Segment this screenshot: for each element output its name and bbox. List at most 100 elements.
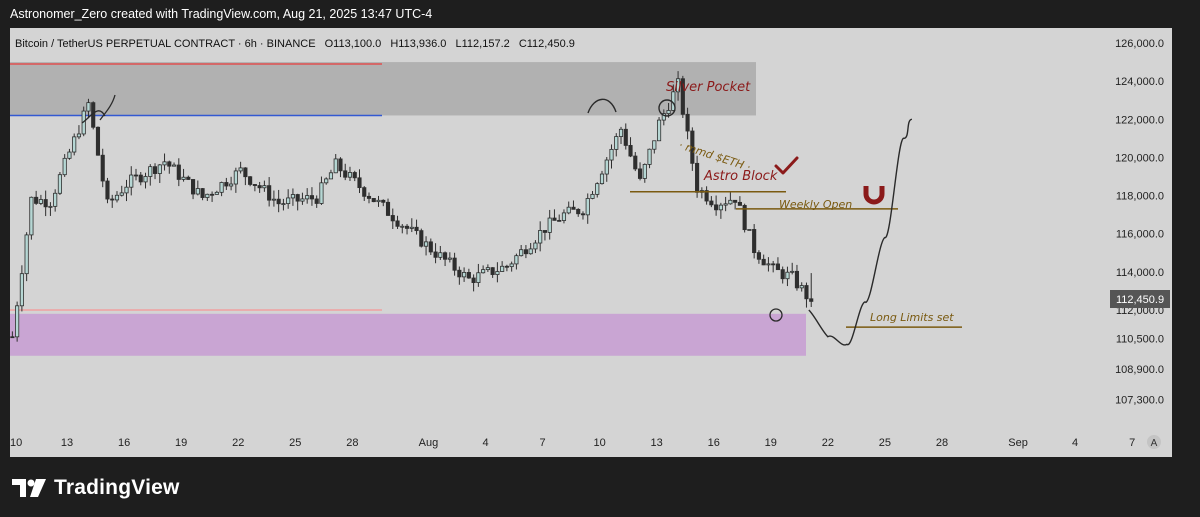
candle-body — [737, 201, 742, 206]
attribution-text: Astronomer_Zero created with TradingView… — [10, 7, 433, 21]
time-tick-label: 10 — [10, 437, 22, 449]
candle-body — [447, 257, 452, 260]
candle-body — [509, 263, 514, 268]
candle-body — [457, 269, 462, 278]
candle-body — [756, 252, 761, 260]
candle-body — [119, 192, 124, 196]
projection-path — [808, 118, 913, 346]
candle-body — [614, 136, 619, 150]
top-scribble — [81, 94, 116, 124]
candle-body — [205, 193, 210, 198]
candle-body — [523, 249, 528, 255]
candle-body — [276, 198, 281, 205]
candle-body — [599, 173, 605, 185]
price-axis[interactable]: 126,000.0 124,000.0 122,000.0 120,000.0 118,… — [1115, 38, 1164, 407]
candle-body — [385, 201, 391, 216]
candle-body — [695, 162, 700, 193]
time-axis[interactable]: 10 13 16 19 22 25 28 Aug 4 7 10 13 16 19 22 25 28 Sep 4 7 — [10, 437, 1135, 449]
candle-body — [633, 155, 638, 170]
time-tick-label: 28 — [936, 437, 948, 449]
candle-body — [618, 128, 624, 137]
candle-body — [519, 249, 524, 257]
tradingview-logo[interactable]: TradingView — [12, 476, 180, 500]
candle-body — [704, 190, 709, 202]
chart-frame[interactable]: Silver Pocket · mmd $ETH · Astro Block W… — [10, 28, 1172, 457]
candle-body — [552, 217, 557, 221]
candle-body — [114, 194, 120, 201]
candle-body — [171, 164, 177, 167]
candle-body — [314, 198, 319, 204]
candle-body — [214, 191, 219, 195]
candle-body — [124, 186, 129, 194]
time-tick-label: 19 — [765, 437, 777, 449]
legend-symbol: Bitcoin / TetherUS PERPETUAL CONTRACT · … — [15, 38, 316, 50]
candle-body — [162, 161, 167, 166]
candle-body — [133, 174, 139, 177]
candle-body — [181, 176, 186, 180]
auto-scale-button[interactable] — [1147, 435, 1161, 449]
legend-open: O113,100.0 — [325, 38, 382, 50]
candle-body — [733, 199, 738, 203]
candle-body — [528, 248, 533, 255]
candle-body — [652, 140, 657, 150]
candle-body — [566, 206, 571, 214]
candle-body — [404, 225, 410, 229]
candle-body — [219, 182, 224, 193]
candle-body — [300, 198, 305, 202]
time-tick-label: 13 — [651, 437, 663, 449]
candle-body — [319, 182, 324, 204]
price-tick-label: 114,000.0 — [1116, 267, 1164, 279]
candle-body — [129, 174, 134, 188]
last-price-badge — [1110, 290, 1170, 308]
candle-body — [423, 241, 429, 247]
candle-body — [500, 265, 505, 272]
candle-body — [262, 185, 267, 189]
time-tick-label: 28 — [346, 437, 358, 449]
price-tick-label: 110,500.0 — [1116, 334, 1164, 346]
price-tick-label: 108,900.0 — [1115, 364, 1164, 376]
candle-body — [595, 183, 600, 195]
legend-low: L112,157.2 — [456, 38, 510, 50]
candle-body — [604, 159, 609, 175]
time-tick-label: 25 — [289, 437, 301, 449]
check-mark-icon — [774, 156, 799, 175]
candle-body — [100, 154, 105, 182]
candle-body — [257, 185, 262, 189]
candle-body — [714, 204, 719, 211]
candle-body — [347, 172, 353, 178]
candle-body — [794, 270, 800, 289]
price-chart[interactable]: Silver Pocket · mmd $ETH · Astro Block W… — [10, 28, 1172, 457]
candle-body — [24, 234, 29, 275]
candle-body — [628, 145, 633, 157]
candle-body — [433, 251, 438, 258]
candle-body — [747, 229, 752, 231]
price-tick-label: 120,000.0 — [1115, 152, 1164, 164]
candle-body — [804, 285, 809, 300]
candle-body — [571, 206, 576, 210]
candle-body — [295, 194, 300, 202]
candle-body — [34, 196, 39, 204]
candle-body — [29, 196, 34, 236]
candle-body — [485, 267, 490, 271]
candle-body — [305, 195, 310, 200]
candle-body — [438, 252, 443, 258]
last-price-label: 112,450.9 — [1116, 294, 1164, 306]
candle-body — [452, 257, 457, 271]
candle-body — [376, 199, 381, 203]
candle-body — [324, 178, 329, 184]
candle-body — [752, 229, 757, 254]
time-tick-label: 19 — [175, 437, 187, 449]
time-tick-label: 22 — [822, 437, 834, 449]
candle-body — [609, 148, 614, 161]
candle-body — [585, 198, 590, 216]
candle-body — [690, 130, 695, 164]
time-tick-label: 4 — [482, 437, 488, 449]
candle-body — [191, 179, 196, 195]
time-tick-label: 13 — [61, 437, 73, 449]
candle-body — [637, 168, 643, 179]
candle-body — [238, 167, 243, 172]
candle-body — [167, 161, 172, 167]
candle-body — [338, 158, 343, 172]
candle-body — [504, 265, 509, 268]
candle-body — [148, 166, 153, 177]
